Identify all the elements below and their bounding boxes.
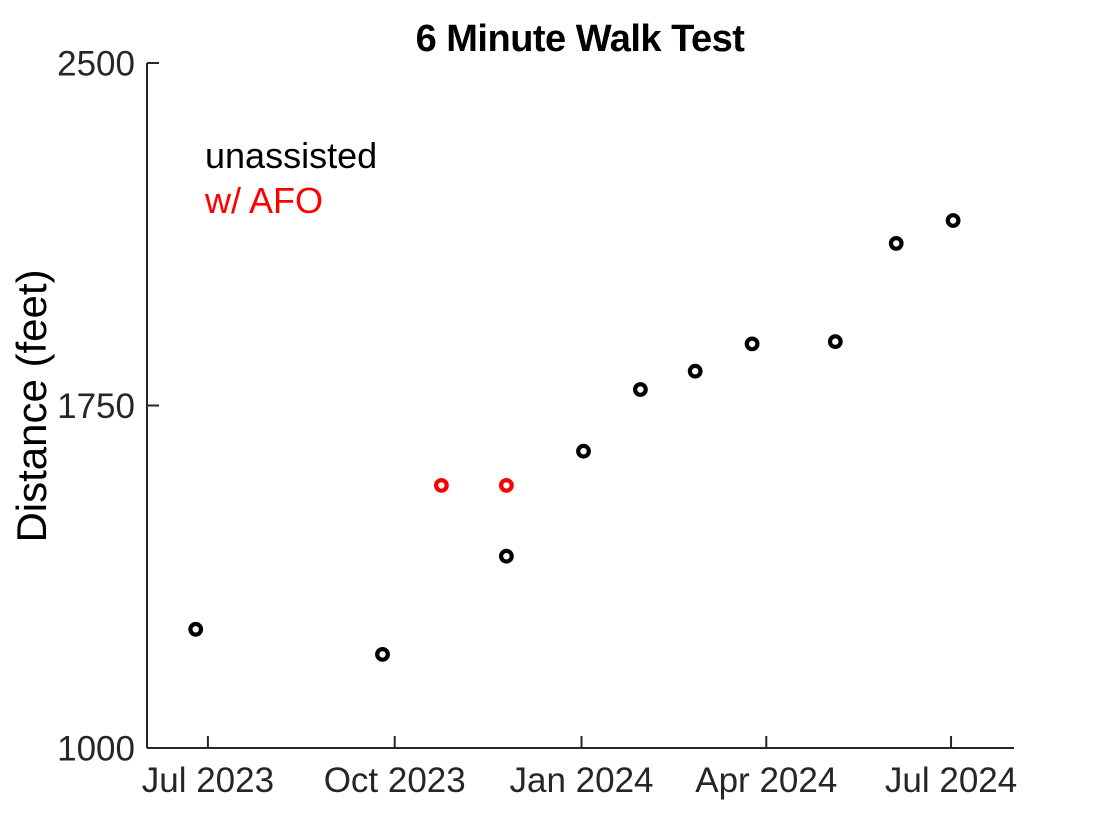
y-tick-label: 1000 — [57, 730, 135, 769]
data-point-unassisted — [945, 213, 961, 228]
data-point-w-afo — [434, 478, 449, 493]
y-tick-label: 2500 — [57, 45, 135, 84]
data-point-w-afo — [499, 478, 514, 493]
data-point-unassisted — [499, 548, 514, 564]
data-points — [188, 213, 961, 662]
data-point-unassisted — [576, 443, 591, 459]
x-tick-label: Jul 2024 — [885, 761, 1017, 800]
x-tick-label: Oct 2023 — [324, 761, 466, 800]
data-point-unassisted — [827, 334, 843, 350]
legend-item-w-afo: w/ AFO — [204, 180, 323, 221]
y-axis-label: Distance (feet) — [8, 269, 55, 542]
chart-title: 6 Minute Walk Test — [416, 18, 746, 60]
y-tick-label: 1750 — [57, 387, 135, 426]
x-tick-label: Jan 2024 — [509, 761, 653, 800]
data-point-unassisted — [188, 621, 204, 637]
x-tick-label: Jul 2023 — [142, 761, 274, 800]
data-point-unassisted — [375, 647, 390, 662]
data-point-unassisted — [888, 235, 904, 251]
x-tick-label: Apr 2024 — [695, 761, 837, 800]
axes: Jul 2023 Oct 2023 Jan 2024 Apr 2024 Jul 2024… — [57, 45, 1017, 801]
data-point-unassisted — [633, 382, 648, 397]
data-point-unassisted — [687, 363, 703, 379]
data-point-unassisted — [744, 336, 760, 352]
legend: unassisted w/ AFO — [204, 135, 377, 221]
legend-item-unassisted: unassisted — [205, 135, 377, 176]
